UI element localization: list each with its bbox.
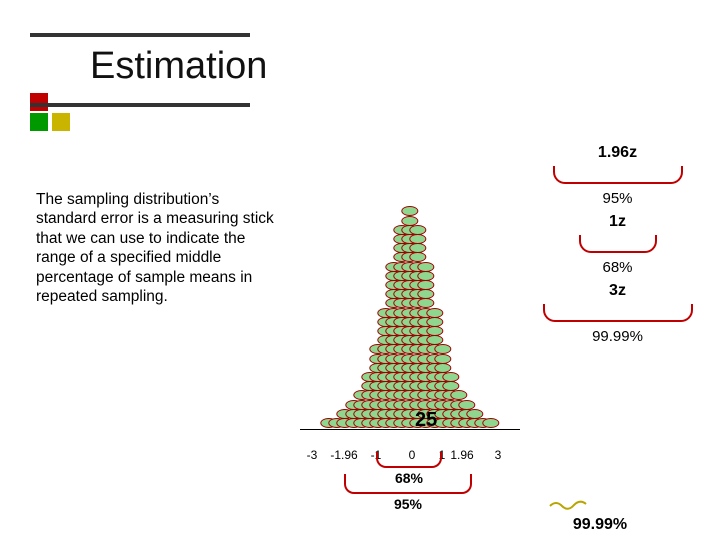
sample-mean-bead (418, 289, 435, 299)
sampling-distribution-diagram: -3-1.96-1011.963 25 68%95%99.99% (300, 180, 520, 440)
page-title: Estimation (90, 45, 267, 88)
sample-mean-bead (434, 354, 451, 364)
sample-mean-bead (410, 243, 427, 253)
axis-tick: -3 (307, 448, 318, 462)
confidence-label: 99.99% (573, 516, 627, 534)
axis-tick: -1.96 (330, 448, 357, 462)
sample-mean-bead (450, 390, 467, 400)
legend-z-box: 1.96z (545, 150, 690, 184)
x-axis (300, 429, 520, 430)
legend-pct-label: 68% (545, 259, 690, 276)
legend-z-label: 3z (545, 282, 690, 300)
sample-mean-bead (418, 262, 435, 272)
title-bullet-red (30, 93, 48, 111)
sample-mean-bead (426, 326, 443, 336)
legend-z-label: 1z (545, 213, 690, 231)
axis-tick: 3 (495, 448, 502, 462)
sample-mean-bead (426, 308, 443, 318)
bead-pile (304, 183, 515, 428)
sample-mean-bead (426, 317, 443, 327)
explanatory-text: The sampling distribution’s standard err… (36, 190, 281, 306)
legend-z-box: 3z (545, 288, 690, 322)
center-value-label: 25 (415, 409, 437, 432)
legend-z-box: 1z (545, 219, 690, 253)
title-bullet-yellow (52, 113, 70, 131)
confidence-bracket (376, 452, 442, 468)
title-rule-bottom (30, 103, 250, 107)
z-legend: 1.96z 95% 1z 68% 3z 99.99% (545, 150, 690, 357)
legend-pct-label: 99.99% (545, 328, 690, 345)
sample-mean-bead (418, 271, 435, 281)
legend-pct-label: 95% (545, 190, 690, 207)
sample-mean-bead (418, 298, 435, 308)
sample-mean-bead (482, 418, 499, 428)
sample-mean-bead (442, 372, 459, 382)
axis-tick: 1.96 (450, 448, 473, 462)
confidence-label: 95% (394, 496, 422, 512)
sample-mean-bead (410, 252, 427, 262)
annotation-scribble (548, 498, 588, 512)
confidence-bracket (344, 474, 472, 494)
sample-mean-bead (410, 234, 427, 244)
legend-z-label: 1.96z (545, 144, 690, 162)
title-bullet-green (30, 113, 48, 131)
title-rule-top (30, 33, 250, 37)
sample-mean-bead (418, 280, 435, 290)
sample-mean-bead (401, 206, 418, 216)
sample-mean-bead (410, 225, 427, 235)
